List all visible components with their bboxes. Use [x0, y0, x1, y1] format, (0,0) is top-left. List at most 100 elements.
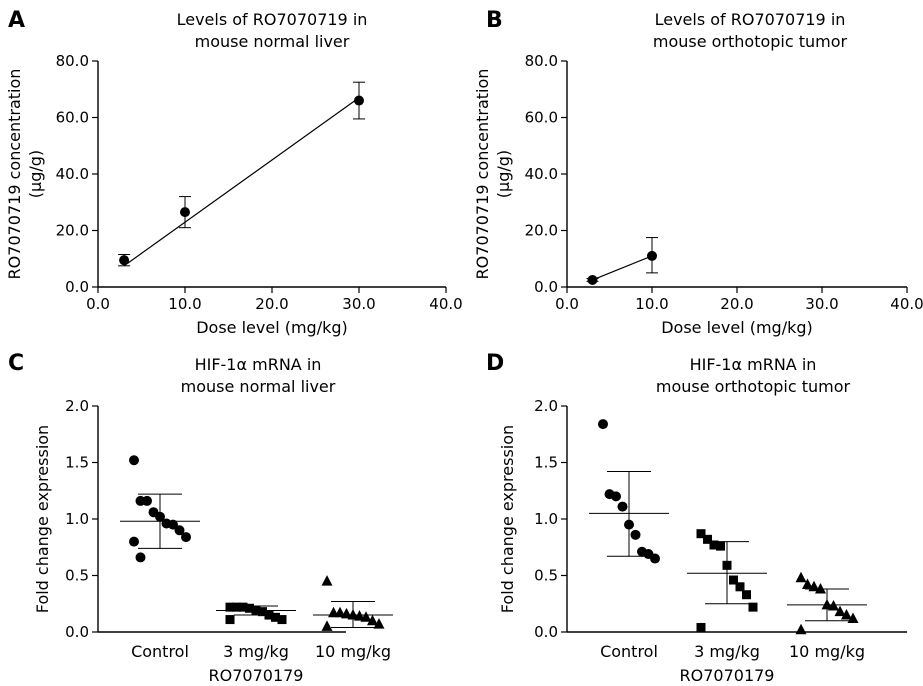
panel-letter: A	[8, 8, 25, 33]
y-axis-unit: (μg/g)	[494, 150, 513, 198]
group-label: RO7070179	[680, 666, 775, 685]
data-point	[834, 605, 846, 617]
data-point	[598, 419, 608, 430]
data-point	[321, 620, 333, 631]
y-axis-label: RO7070719 concentration	[5, 69, 24, 280]
category-label: Control	[131, 642, 189, 661]
data-point	[225, 602, 235, 612]
data-point	[135, 552, 146, 563]
y-tick-label: 20.0	[56, 222, 89, 240]
chart-subtitle: mouse normal liver	[195, 32, 350, 51]
panel-letter: B	[486, 8, 503, 33]
y-tick-label: 0.5	[534, 567, 558, 585]
category-label: 3 mg/kg	[223, 642, 289, 661]
y-tick-label: 40.0	[56, 165, 89, 183]
panel-a: A Levels of RO7070719 in mouse normal live…	[5, 8, 463, 337]
data-point	[354, 95, 364, 106]
data-point	[360, 611, 372, 622]
data-point	[245, 603, 254, 613]
category-label: Control	[600, 642, 658, 661]
y-tick-label: 1.5	[534, 454, 558, 472]
data-point	[802, 578, 813, 590]
y-tick-label: 2.0	[65, 397, 89, 415]
data-point	[180, 207, 190, 218]
data-point	[722, 560, 732, 570]
chart-title: Levels of RO7070719 in	[177, 10, 368, 29]
data-point	[251, 606, 261, 616]
data-point	[587, 274, 598, 285]
panel-b: B Levels of RO7070719 in mouse orthotopic …	[473, 8, 923, 337]
data-point	[373, 618, 385, 629]
y-axis-label: RO7070719 concentration	[473, 69, 492, 280]
chart-subtitle: mouse normal liver	[181, 377, 336, 396]
data-point	[729, 575, 738, 585]
data-point	[129, 455, 139, 466]
y-axis-label: Fold change expression	[498, 425, 517, 613]
panel-letter: D	[486, 351, 504, 376]
data-point	[155, 511, 165, 522]
y-tick-label: 0.0	[534, 278, 558, 296]
data-point	[321, 575, 333, 586]
x-tick-label: 20.0	[255, 295, 288, 313]
chart-title: HIF-1α mRNA in	[195, 355, 322, 374]
y-tick-label: 0.0	[65, 278, 89, 296]
category-label: 3 mg/kg	[694, 642, 760, 661]
y-tick-label: 0.0	[534, 623, 558, 641]
x-axis-label: Dose level (mg/kg)	[196, 318, 348, 337]
data-point	[795, 571, 807, 583]
y-tick-label: 80.0	[56, 52, 89, 70]
data-point	[847, 612, 859, 623]
data-point	[650, 553, 660, 564]
data-point	[264, 610, 274, 620]
data-point	[277, 615, 287, 625]
chart-title: HIF-1α mRNA in	[690, 355, 817, 374]
chart-title: Levels of RO7070719 in	[655, 10, 846, 29]
data-point	[703, 534, 712, 544]
data-point	[828, 600, 839, 611]
x-tick-label: 10.0	[168, 295, 201, 313]
y-tick-label: 1.0	[65, 510, 89, 528]
data-point	[795, 623, 807, 635]
y-tick-label: 2.0	[534, 397, 558, 415]
x-tick-label: 40.0	[890, 295, 923, 313]
data-point	[238, 602, 248, 612]
data-point	[334, 606, 346, 618]
panel-letter: C	[8, 351, 24, 376]
data-point	[696, 622, 706, 632]
data-point	[225, 615, 235, 625]
data-point	[168, 519, 178, 530]
category-label: 10 mg/kg	[315, 642, 391, 661]
y-tick-label: 0.5	[65, 567, 89, 585]
y-tick-label: 1.0	[534, 510, 558, 528]
data-point	[617, 501, 628, 512]
y-tick-label: 60.0	[525, 109, 558, 127]
data-point	[748, 602, 758, 612]
data-point	[841, 609, 852, 620]
data-point	[630, 529, 641, 540]
data-point	[367, 614, 378, 626]
data-point	[808, 580, 820, 592]
y-axis-unit: (μg/g)	[26, 150, 45, 198]
data-point	[354, 610, 365, 621]
x-tick-label: 30.0	[805, 295, 838, 313]
x-tick-label: 30.0	[342, 295, 375, 313]
y-tick-label: 60.0	[56, 109, 89, 127]
chart-subtitle: mouse orthotopic tumor	[653, 32, 848, 51]
y-axis-label: Fold change expression	[33, 425, 52, 613]
data-point	[258, 607, 267, 617]
data-point	[821, 598, 833, 610]
category-label: 10 mg/kg	[789, 642, 865, 661]
data-point	[341, 607, 352, 619]
data-point	[716, 541, 725, 551]
y-tick-label: 20.0	[525, 222, 558, 240]
data-point	[611, 491, 621, 502]
data-point	[232, 602, 241, 612]
data-point	[815, 583, 826, 594]
data-point	[142, 495, 152, 506]
y-tick-label: 40.0	[525, 165, 558, 183]
x-tick-label: 10.0	[635, 295, 668, 313]
group-label: RO7070179	[209, 666, 304, 685]
data-point	[347, 609, 359, 620]
data-point	[742, 590, 751, 600]
